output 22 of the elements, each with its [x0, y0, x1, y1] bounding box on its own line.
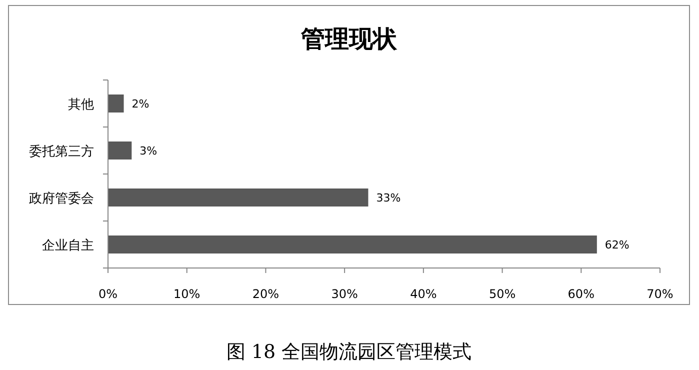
x-tick-label: 0%	[98, 287, 118, 301]
data-label: 33%	[376, 192, 401, 204]
x-tick-label: 10%	[174, 287, 200, 301]
data-label: 62%	[604, 238, 630, 252]
y-tick-label: 委托第三方	[29, 144, 94, 160]
chart-title: 管理现状	[300, 25, 398, 53]
y-tick-label: 其他	[68, 98, 94, 112]
x-tick-label: 40%	[410, 287, 437, 301]
x-tick-label: 30%	[331, 287, 358, 301]
caption: 图 18 全国物流园区管理模式	[226, 341, 472, 363]
x-tick-label: 70%	[646, 287, 674, 301]
data-label: 3%	[140, 144, 158, 158]
bar	[108, 188, 368, 206]
bar	[108, 236, 597, 254]
y-tick-label: 政府管委会	[29, 190, 94, 206]
bar	[108, 142, 132, 160]
data-label: 2%	[132, 98, 150, 110]
bar	[108, 94, 124, 112]
y-tick-label: 企业自主	[42, 238, 94, 254]
x-tick-label: 60%	[568, 287, 594, 301]
x-tick-label: 50%	[488, 287, 516, 301]
x-tick-label: 20%	[252, 287, 280, 301]
